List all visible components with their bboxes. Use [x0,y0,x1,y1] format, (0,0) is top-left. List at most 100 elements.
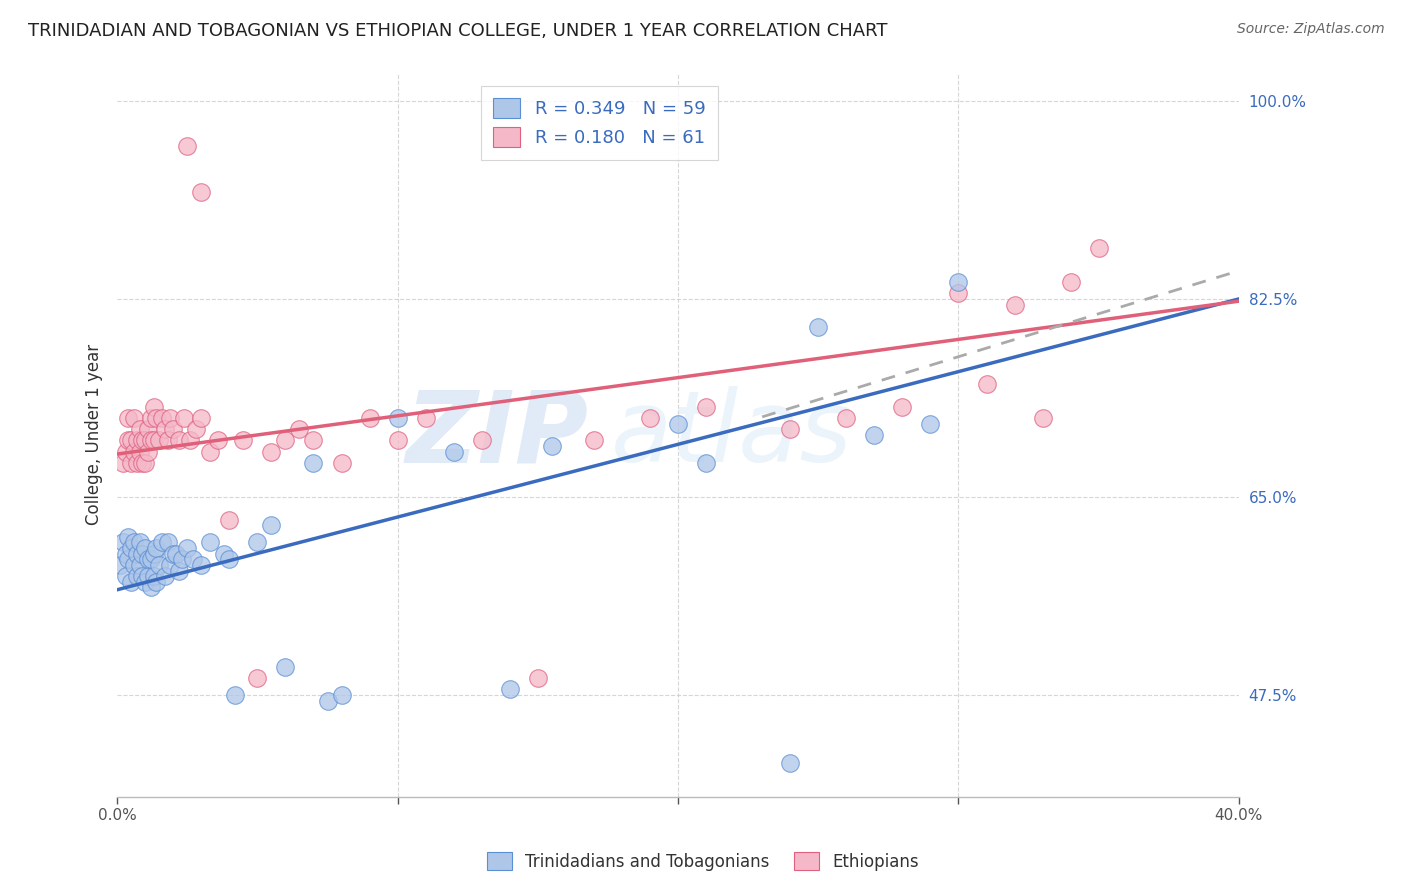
Point [274,659,297,673]
Point [1087,241,1109,255]
Point [114,569,136,583]
Point [387,410,409,425]
Point [218,552,240,566]
Point [159,558,181,572]
Point [128,558,150,572]
Point [316,693,339,707]
Point [156,434,179,448]
Point [260,444,283,458]
Point [111,456,134,470]
Y-axis label: College, Under 1 year: College, Under 1 year [86,344,103,525]
Point [170,552,193,566]
Point [117,434,139,448]
Point [471,434,494,448]
Point [246,535,269,549]
Point [666,417,689,431]
Point [131,434,153,448]
Point [173,410,195,425]
Point [120,541,142,555]
Text: Source: ZipAtlas.com: Source: ZipAtlas.com [1237,22,1385,37]
Point [330,456,353,470]
Point [142,434,165,448]
Point [159,410,181,425]
Point [120,574,142,589]
Point [948,275,970,289]
Point [145,574,167,589]
Point [224,688,246,702]
Point [162,547,184,561]
Point [260,518,283,533]
Point [122,535,145,549]
Point [111,535,134,549]
Legend: Trinidadians and Tobagonians, Ethiopians: Trinidadians and Tobagonians, Ethiopians [478,844,928,880]
Point [128,444,150,458]
Point [207,434,229,448]
Point [443,444,465,458]
Legend: R = 0.349   N = 59, R = 0.180   N = 61: R = 0.349 N = 59, R = 0.180 N = 61 [481,86,718,160]
Point [920,417,942,431]
Point [1059,275,1081,289]
Point [162,422,184,436]
Point [128,535,150,549]
Point [582,434,605,448]
Point [134,574,156,589]
Point [134,456,156,470]
Point [136,422,159,436]
Text: ZIP: ZIP [405,386,588,483]
Point [288,422,311,436]
Point [695,400,717,414]
Point [190,558,212,572]
Point [891,400,914,414]
Point [499,682,522,697]
Point [131,456,153,470]
Point [125,569,148,583]
Point [139,434,162,448]
Point [145,541,167,555]
Point [142,569,165,583]
Point [128,422,150,436]
Point [807,320,830,334]
Point [541,439,564,453]
Point [330,688,353,702]
Point [167,564,190,578]
Point [148,558,170,572]
Point [153,569,176,583]
Point [863,427,886,442]
Point [976,376,998,391]
Point [117,530,139,544]
Point [184,422,207,436]
Point [148,434,170,448]
Point [136,569,159,583]
Point [122,410,145,425]
Point [165,547,187,561]
Point [218,513,240,527]
Point [246,671,269,685]
Point [198,535,221,549]
Point [142,547,165,561]
Point [120,456,142,470]
Point [136,552,159,566]
Point [1032,410,1054,425]
Point [136,444,159,458]
Point [1004,298,1026,312]
Point [302,434,325,448]
Point [125,547,148,561]
Point [156,535,179,549]
Point [134,434,156,448]
Point [835,410,858,425]
Point [131,569,153,583]
Text: TRINIDADIAN AND TOBAGONIAN VS ETHIOPIAN COLLEGE, UNDER 1 YEAR CORRELATION CHART: TRINIDADIAN AND TOBAGONIAN VS ETHIOPIAN … [28,22,887,40]
Point [153,422,176,436]
Point [150,410,173,425]
Point [125,456,148,470]
Point [134,541,156,555]
Point [142,400,165,414]
Point [150,535,173,549]
Point [139,581,162,595]
Point [117,552,139,566]
Point [125,434,148,448]
Point [212,547,235,561]
Point [779,422,801,436]
Point [302,456,325,470]
Point [387,434,409,448]
